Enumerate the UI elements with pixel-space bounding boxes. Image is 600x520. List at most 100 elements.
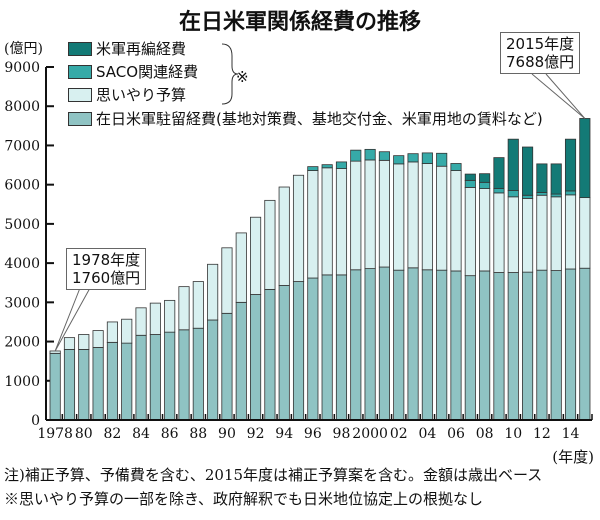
x-tick-label: 88 [189,426,207,442]
bar-segment [450,170,462,272]
bar-segment [49,352,61,421]
y-tick-label: 7000 [4,138,40,154]
bar-segment [378,266,390,421]
bar-segment [106,321,118,343]
x-tick-label: 92 [247,426,265,442]
y-tick-label: 1000 [4,374,40,390]
x-tick-label: 12 [533,426,551,442]
bar-segment [522,197,534,273]
x-tick-label: 96 [304,426,322,442]
y-tick-label: 5000 [4,217,40,233]
bar-segment [436,269,448,421]
bar-segment [407,153,419,163]
bar-segment [335,274,348,421]
bar-segment [507,196,519,273]
bar-segment [78,334,90,350]
bar-segment [493,272,505,421]
bar-segment [407,161,419,269]
bar-segment [335,161,348,169]
bar-segment [178,286,190,331]
y-tick-label: 0 [31,413,40,429]
bar-segment [264,288,276,421]
x-tick-label: 84 [132,426,150,442]
bar-segment [507,190,519,198]
bar-segment [507,272,519,421]
bar-segment [393,163,405,271]
bar-segment [250,294,262,421]
bar-segment [121,318,133,344]
x-tick-label: 02 [390,426,408,442]
chart-title: 在日米軍関係経費の推移 [178,10,421,35]
x-tick-label: 80 [75,426,93,442]
x-tick-label: 86 [161,426,179,442]
bar-segment [493,192,505,273]
footnote-2: ※思いやり予算の一部を除き、政府解釈でも日米地位協定上の根拠なし [4,490,483,508]
y-tick-label: 4000 [4,256,40,272]
legend-label: SACO関連経費 [96,63,199,81]
bar-segment [579,118,591,199]
bar-segment [421,152,433,164]
footnote-1: 注)補正予算、予備費を含む、2015年度は補正予算案を含む。金額は歳出ベース [4,466,543,484]
bar-segment [564,268,577,421]
bar-segment [393,155,405,165]
legend-bracket [221,43,239,105]
bar-segment [149,334,161,421]
bar-segment [307,166,319,171]
bar-segment [63,348,76,421]
bar-segment [493,157,505,189]
bar-segment [178,329,190,421]
legend-bracket-mark: ※ [236,68,249,86]
bar-segment [106,341,118,421]
bar-segment [164,331,176,421]
bar-segment [450,270,462,421]
bar-segment [507,138,519,191]
bar-segment [564,138,577,192]
bar-segment [479,270,491,421]
bar-segment [579,197,591,269]
bar-segment [135,307,147,336]
bar-segment [192,327,204,421]
bar-segment [550,270,562,421]
x-tick-label: 08 [476,426,494,442]
x-tick-label: 04 [418,426,436,442]
bar-segment [364,148,376,161]
bar-segment [564,190,577,196]
bar-segment [335,168,348,276]
bar-segment [78,348,90,421]
bar-segment [321,167,333,276]
bar-segment [121,342,133,421]
bar-segment [579,267,591,421]
bar-segment [378,151,390,161]
bar-segment [250,216,262,295]
bar-segment [264,199,276,290]
bar-segment [149,302,161,335]
callout-2015: 2015年度 7688億円 [500,32,581,74]
bar-segment [464,187,476,277]
bar-segment [393,269,405,421]
y-tick-label: 8000 [4,99,40,115]
bar-segment [536,269,548,421]
bar-segment [421,269,433,421]
y-tick-label: 9000 [4,60,40,76]
callout-line: 2015年度 [506,35,575,53]
bar-segment [135,334,147,421]
bar-segment [479,188,491,272]
bar-segment [464,173,476,181]
bar-segment [292,281,305,421]
callout-line: 1978年度 [72,251,141,269]
legend-swatch-icon [68,41,92,56]
x-tick-label: 1978 [37,426,73,442]
bar-segment [464,275,476,421]
bar-segment [522,271,534,421]
bar-segment [450,163,462,171]
bar-segment [321,274,333,421]
bar-segment [550,163,562,195]
bar-segment [378,159,390,268]
x-tick-label: 2000 [352,426,388,442]
bar-segment [292,174,305,282]
bar-segment [436,165,448,271]
legend-label: 在日米軍駐留経費(基地対策費、基地交付金、米軍用地の賃料など) [96,110,543,128]
bar-segment [321,164,333,169]
bar-segment [307,277,319,421]
callout-pointer [54,287,91,352]
